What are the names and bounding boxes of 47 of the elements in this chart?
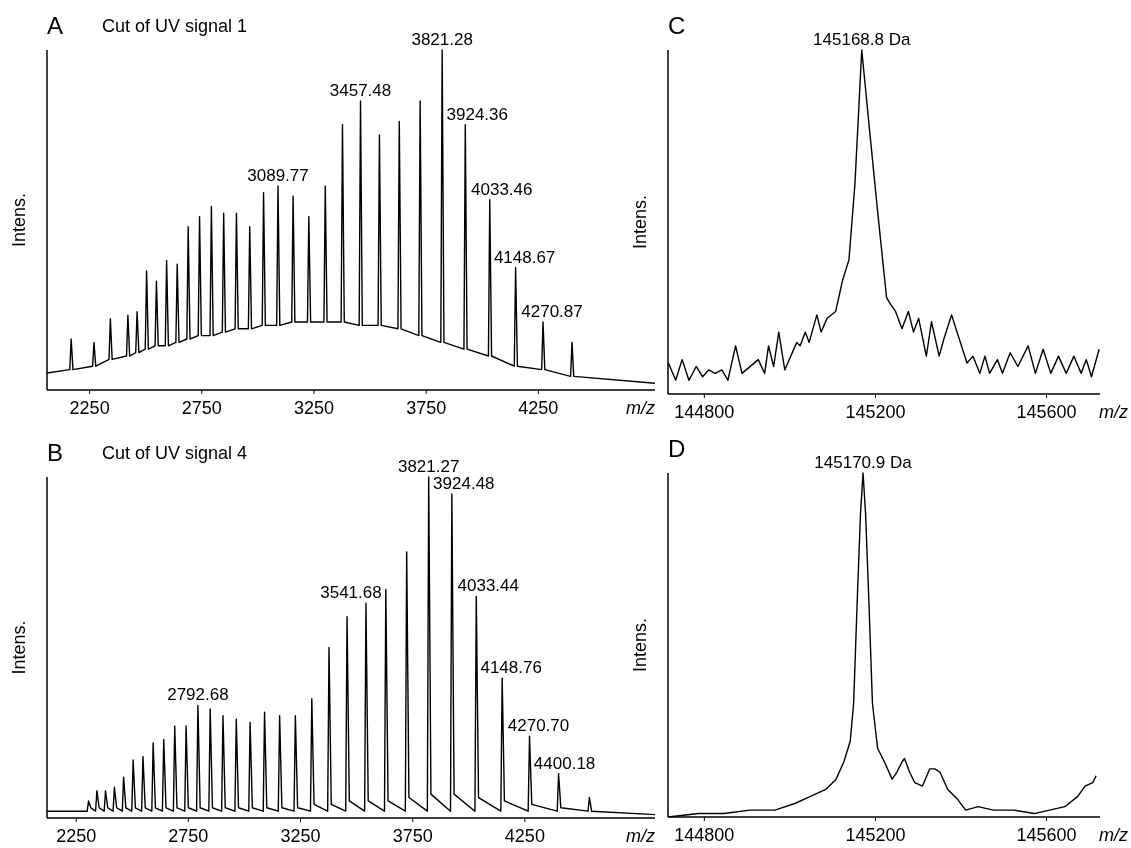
annotation: 3821.28	[411, 30, 473, 49]
annotation: 3924.48	[433, 474, 495, 494]
annotation: 4033.44	[457, 576, 520, 596]
annotation: 4400.18	[533, 753, 596, 773]
chart-title: A	[47, 12, 64, 39]
chart-subtitle: Cut of UV signal 4	[102, 443, 248, 463]
annotation: 4270.87	[521, 302, 583, 321]
y-axis-title: Intens.	[630, 617, 650, 673]
annotation: 3541.68	[320, 583, 382, 603]
annotation: 3821.27	[397, 457, 460, 476]
y-axis-title: Intens.	[9, 620, 29, 675]
x-tick-label: 144800	[674, 402, 735, 422]
x-tick-label: 4250	[504, 826, 545, 846]
x-tick-label: 145600	[1016, 402, 1077, 422]
annotation: 145170.9 Da	[814, 453, 913, 472]
x-tick-label: 2250	[56, 826, 97, 846]
x-tick-label: 145600	[1016, 825, 1077, 845]
annotation: 3457.48	[329, 81, 392, 100]
x-axis-title: m/z	[1099, 402, 1128, 422]
annotation: 4148.76	[480, 658, 542, 678]
y-axis-title: Intens.	[630, 194, 650, 250]
annotation: 3089.77	[247, 166, 309, 185]
x-tick-label: 2750	[168, 826, 209, 846]
x-tick-label: 3750	[392, 826, 433, 846]
annotation: 2792.68	[167, 685, 229, 705]
annotation: 145168.8 Da	[813, 30, 911, 49]
chart-title: D	[668, 435, 686, 462]
x-tick-label: 144800	[674, 825, 735, 845]
chart-title: B	[47, 439, 64, 466]
y-axis-title: Intens.	[9, 192, 29, 248]
annotation: 4270.70	[507, 716, 570, 736]
annotation: 4033.46	[471, 179, 533, 199]
x-tick-label: 3750	[406, 398, 447, 418]
x-tick-label: 4250	[518, 398, 559, 418]
x-tick-label: 145200	[845, 825, 906, 845]
annotation: 3924.36	[446, 104, 509, 124]
chart-title: C	[668, 12, 686, 39]
x-tick-label: 3250	[293, 398, 334, 418]
x-axis-title: m/z	[626, 398, 655, 418]
x-tick-label: 2250	[69, 398, 110, 418]
x-tick-label: 2750	[181, 398, 222, 418]
x-tick-label: 3250	[280, 826, 321, 846]
x-axis-title: m/z	[1099, 825, 1128, 845]
annotation: 4148.67	[493, 247, 556, 267]
x-axis-title: m/z	[626, 826, 655, 846]
chart-subtitle: Cut of UV signal 1	[102, 16, 248, 36]
x-tick-label: 145200	[845, 402, 906, 422]
